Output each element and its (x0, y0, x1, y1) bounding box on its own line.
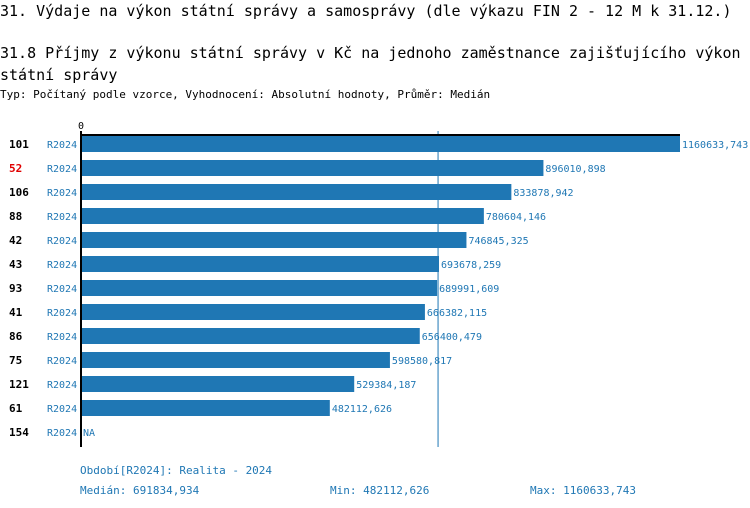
row-id-label: 41 (9, 306, 23, 319)
row-period-label: R2024 (47, 356, 77, 367)
bar-value-label: 666382,115 (427, 308, 487, 319)
bar-value-label: 1160633,743 (682, 140, 748, 151)
bar-value-label: 482112,626 (332, 404, 392, 415)
row-id-label: 42 (9, 234, 22, 247)
bar (81, 136, 680, 152)
bar (81, 304, 425, 320)
row-id-label: 106 (9, 186, 29, 199)
row-period-label: R2024 (47, 140, 77, 151)
row-id-label: 52 (9, 162, 22, 175)
chart-title: 31.8 Příjmy z výkonu státní správy v Kč … (0, 44, 741, 84)
row-period-label: R2024 (47, 260, 77, 271)
row-id-label: 75 (9, 354, 22, 367)
row-period-label: R2024 (47, 212, 77, 223)
bar-value-label: 693678,259 (441, 260, 501, 271)
period-note: Období[R2024]: Realita - 2024 (80, 464, 273, 477)
bar-value-label: 833878,942 (513, 188, 573, 199)
min-summary: Min: 482112,626 (330, 484, 430, 497)
row-id-label: 154 (9, 426, 29, 439)
bar (81, 184, 512, 200)
row-id-label: 61 (9, 402, 23, 415)
row-id-label: 88 (9, 210, 22, 223)
bar (81, 160, 544, 176)
row-period-label: R2024 (47, 308, 77, 319)
bar-value-label: 689991,609 (439, 284, 499, 295)
bar-value-label: 746845,325 (468, 236, 528, 247)
bar-value-label: NA (83, 428, 95, 439)
bar-value-label: 780604,146 (486, 212, 546, 223)
median-summary: Medián: 691834,934 (80, 484, 200, 497)
row-id-label: 121 (9, 378, 29, 391)
row-id-label: 93 (9, 282, 22, 295)
row-id-label: 86 (9, 330, 23, 343)
row-period-label: R2024 (47, 380, 77, 391)
chart-subtitle: Typ: Počítaný podle vzorce, Vyhodnocení:… (0, 88, 491, 101)
bar-value-label: 598580,817 (392, 356, 452, 367)
bar (81, 232, 467, 248)
bar-value-label: 896010,898 (545, 164, 605, 175)
bar (81, 256, 440, 272)
row-period-label: R2024 (47, 284, 77, 295)
row-period-label: R2024 (47, 164, 77, 175)
row-period-label: R2024 (47, 404, 77, 415)
x-tick-label: 0 (78, 121, 84, 132)
bar (81, 328, 420, 344)
section-title: 31. Výdaje na výkon státní správy a samo… (0, 2, 732, 20)
bar-value-label: 656400,479 (422, 332, 482, 343)
row-period-label: R2024 (47, 188, 77, 199)
row-id-label: 43 (9, 258, 22, 271)
bar (81, 280, 438, 296)
bar-value-label: 529384,187 (356, 380, 416, 391)
row-period-label: R2024 (47, 428, 77, 439)
bar (81, 208, 484, 224)
max-summary: Max: 1160633,743 (530, 484, 636, 497)
row-period-label: R2024 (47, 332, 77, 343)
bar (81, 352, 390, 368)
row-id-label: 101 (9, 138, 29, 151)
bar (81, 376, 355, 392)
row-period-label: R2024 (47, 236, 77, 247)
bar (81, 400, 330, 416)
